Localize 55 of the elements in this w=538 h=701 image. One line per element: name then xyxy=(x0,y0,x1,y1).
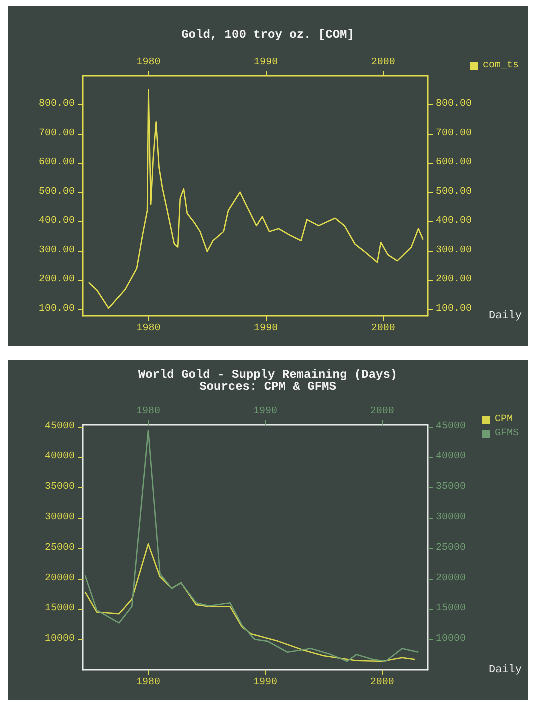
line-series xyxy=(84,544,416,662)
y2-tick-label: 800.00 xyxy=(436,99,472,110)
chart-subtitle: Sources: CPM & GFMS xyxy=(200,380,336,394)
y2-tick-label: 400.00 xyxy=(436,216,472,228)
y-tick-label: 45000 xyxy=(44,421,75,432)
y2-tick-label: 100.00 xyxy=(436,304,472,315)
y2-tick-label: 45000 xyxy=(436,421,466,432)
y-tick-label: 500.00 xyxy=(38,186,75,198)
y2-tick-label: 25000 xyxy=(436,542,466,554)
y-tick-label: 10000 xyxy=(44,634,75,646)
y2-tick-label: 30000 xyxy=(436,512,466,524)
y-tick-label: 600.00 xyxy=(38,158,75,169)
x-tick-label: 2000 xyxy=(371,324,396,334)
x2-tick-label: 2000 xyxy=(371,58,396,68)
text: Daily xyxy=(488,310,522,322)
y-tick-label: 25000 xyxy=(44,542,75,554)
line-series xyxy=(84,430,420,662)
y-tick-label: 400.00 xyxy=(38,216,75,228)
y-tick-label: 100.00 xyxy=(38,304,75,315)
y-tick-label: 15000 xyxy=(44,604,75,615)
x2-tick-label: 1980 xyxy=(136,406,160,418)
y-tick-label: 20000 xyxy=(44,573,75,584)
y-tick-label: 35000 xyxy=(44,482,75,494)
x-tick-label: 1990 xyxy=(254,324,278,334)
y2-tick-label: 10000 xyxy=(436,634,466,646)
y2-tick-label: 700.00 xyxy=(436,128,472,140)
y2-tick-label: 500.00 xyxy=(436,186,472,198)
x-tick-label: 1990 xyxy=(253,678,278,688)
y2-tick-label: 20000 xyxy=(436,573,466,584)
x-tick-label: 2000 xyxy=(370,678,394,688)
x2-tick-label: 2000 xyxy=(370,406,394,418)
y-tick-label: 40000 xyxy=(44,452,75,463)
y2-tick-label: 35000 xyxy=(436,482,466,494)
y2-tick-label: 200.00 xyxy=(436,274,472,286)
y2-tick-label: 300.00 xyxy=(436,245,472,256)
y-tick-label: 200.00 xyxy=(38,274,75,286)
legend-label: CPM xyxy=(494,414,514,426)
y2-tick-label: 15000 xyxy=(436,604,466,615)
x2-tick-label: 1990 xyxy=(253,406,278,418)
x2-tick-label: 1990 xyxy=(254,58,278,68)
line-series xyxy=(88,89,424,310)
y2-tick-label: 600.00 xyxy=(436,158,472,169)
chart-title: Gold, 100 troy oz. [COM] xyxy=(182,28,354,42)
legend-label: com_ts xyxy=(482,60,520,72)
y-tick-label: 300.00 xyxy=(38,245,75,256)
x-tick-label: 1980 xyxy=(136,324,161,334)
text: Daily xyxy=(488,664,522,676)
legend-label: GFMS xyxy=(494,428,520,440)
chart-title: World Gold - Supply Remaining (Days) xyxy=(138,368,398,382)
y-tick-label: 30000 xyxy=(44,512,75,524)
y2-tick-label: 40000 xyxy=(436,452,466,463)
x2-tick-label: 1980 xyxy=(136,58,161,68)
y-tick-label: 700.00 xyxy=(38,128,75,140)
y-tick-label: 800.00 xyxy=(38,99,75,110)
x-tick-label: 1980 xyxy=(136,678,160,688)
